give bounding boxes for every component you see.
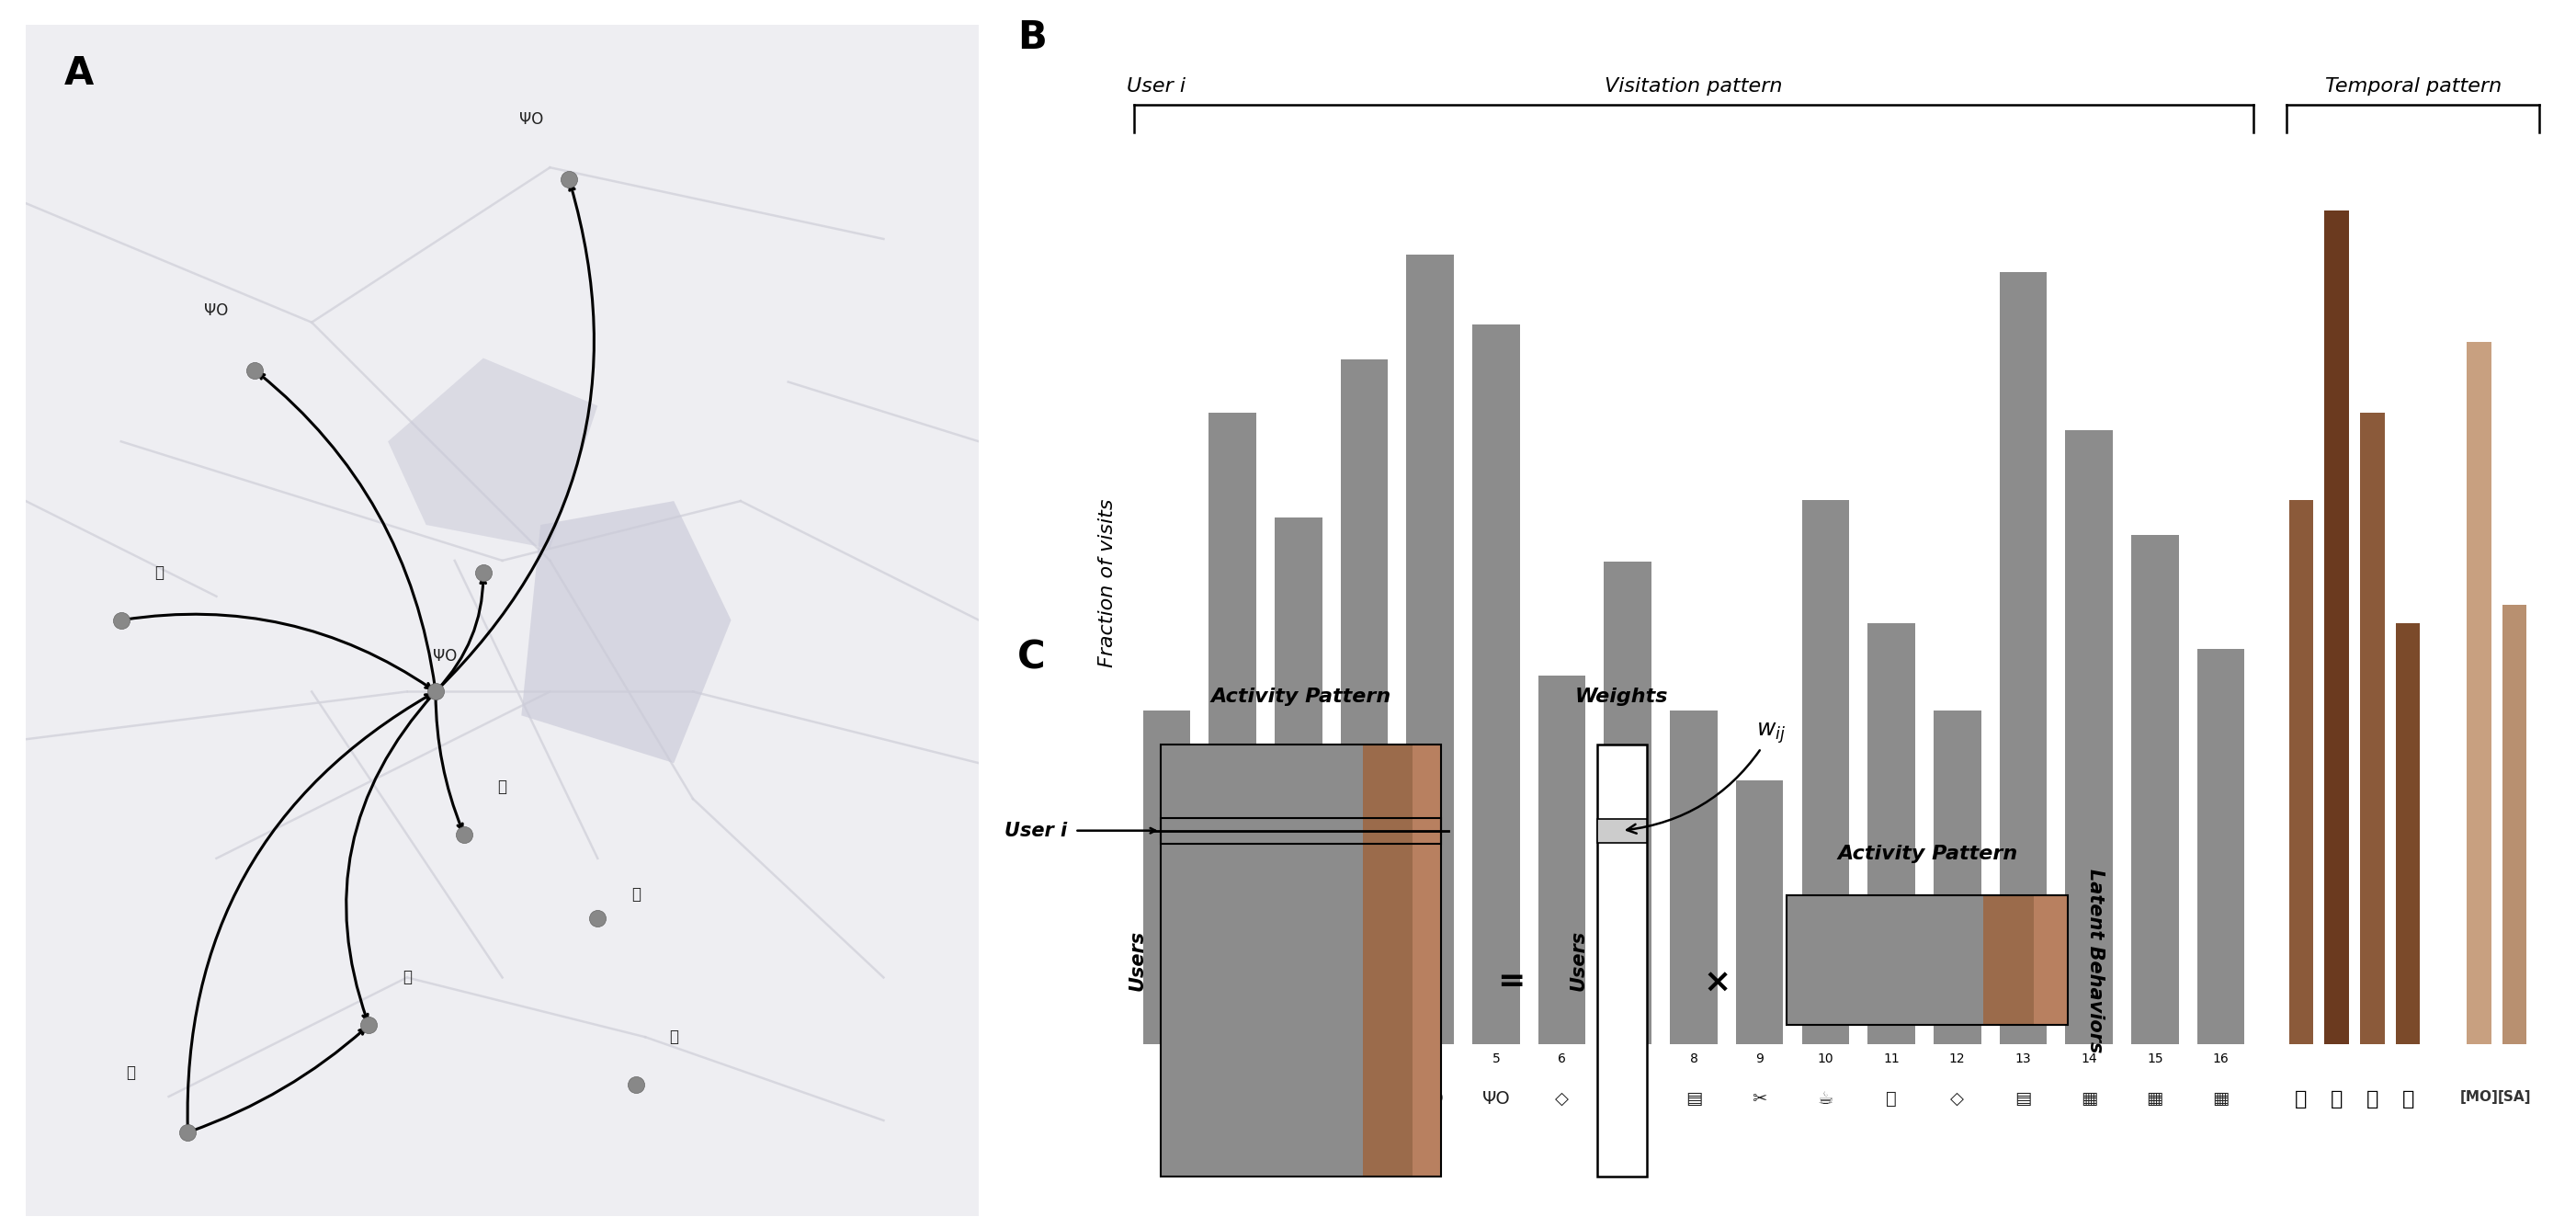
Text: ▦: ▦ xyxy=(1224,1090,1242,1108)
Y-axis label: Fraction of visits: Fraction of visits xyxy=(1097,499,1118,668)
Text: A: A xyxy=(64,54,93,93)
Text: ΨΟ: ΨΟ xyxy=(518,112,544,128)
Bar xyxy=(1597,744,1646,1176)
Text: ▤: ▤ xyxy=(2014,1090,2032,1108)
Text: [MO]: [MO] xyxy=(2460,1090,2499,1104)
Text: $w_{ij}$: $w_{ij}$ xyxy=(1628,721,1785,834)
Text: ◇: ◇ xyxy=(1556,1090,1569,1108)
Bar xyxy=(1999,271,2048,1044)
Text: ☕: ☕ xyxy=(1819,1090,1834,1108)
Bar xyxy=(1935,711,1981,1044)
Bar xyxy=(2130,535,2179,1044)
Bar xyxy=(2501,605,2527,1044)
Text: 🕐: 🕐 xyxy=(2331,1090,2342,1108)
Text: [SA]: [SA] xyxy=(2499,1090,2532,1104)
Bar xyxy=(1736,781,1783,1044)
Bar xyxy=(1868,623,1914,1044)
Bar xyxy=(1597,819,1646,842)
Bar xyxy=(1363,744,1414,1176)
Bar xyxy=(2360,413,2385,1044)
Text: ⊞: ⊞ xyxy=(1358,1090,1373,1108)
Bar xyxy=(1801,500,1850,1044)
Text: User i: User i xyxy=(1128,77,1185,95)
Bar xyxy=(2290,500,2313,1044)
Text: 🕐: 🕐 xyxy=(2367,1090,2378,1108)
Text: Weights: Weights xyxy=(1574,688,1669,706)
Text: ×: × xyxy=(1703,966,1731,997)
Text: ▤: ▤ xyxy=(1685,1090,1703,1108)
Text: B: B xyxy=(1018,18,1046,56)
Bar xyxy=(2066,430,2112,1044)
Bar xyxy=(2468,343,2491,1044)
Bar xyxy=(1144,711,1190,1044)
Bar xyxy=(1159,744,1440,1176)
Text: ✈: ✈ xyxy=(1159,1090,1175,1108)
Text: Users: Users xyxy=(1569,930,1587,991)
Text: ▦: ▦ xyxy=(2213,1090,2228,1108)
Text: 🛒: 🛒 xyxy=(155,564,165,581)
Text: ΨO: ΨO xyxy=(1481,1090,1510,1108)
Text: Visitation pattern: Visitation pattern xyxy=(1605,77,1783,95)
Bar xyxy=(1788,895,2069,1025)
Polygon shape xyxy=(520,501,732,763)
Text: Ψo: Ψo xyxy=(1615,1090,1641,1108)
Text: Latent Behaviors: Latent Behaviors xyxy=(2087,868,2105,1052)
Text: Activity Pattern: Activity Pattern xyxy=(1211,688,1391,706)
Text: ⛪: ⛪ xyxy=(670,1029,677,1045)
Bar xyxy=(2324,210,2349,1044)
Text: ▦: ▦ xyxy=(2146,1090,2164,1108)
Text: 🕐: 🕐 xyxy=(2401,1090,2414,1108)
Text: 🚉: 🚉 xyxy=(497,779,507,796)
Bar xyxy=(1159,818,1440,844)
Text: 🎓: 🎓 xyxy=(126,1065,134,1081)
Text: =: = xyxy=(1497,966,1525,997)
Text: ⛪: ⛪ xyxy=(1886,1090,1896,1108)
Text: ▦: ▦ xyxy=(2081,1090,2097,1108)
Bar xyxy=(1275,517,1321,1044)
Bar xyxy=(1984,895,2035,1025)
Bar xyxy=(1208,413,1257,1044)
Text: 🛒: 🛒 xyxy=(1293,1090,1303,1108)
Bar xyxy=(1788,895,1984,1025)
Bar xyxy=(1414,744,1440,1176)
Bar xyxy=(1473,324,1520,1044)
Text: Users: Users xyxy=(1128,930,1146,991)
Bar xyxy=(2396,623,2419,1044)
Bar xyxy=(2035,895,2069,1025)
Text: 🏢: 🏢 xyxy=(631,885,641,903)
Text: ΨΟ: ΨΟ xyxy=(433,647,456,664)
Bar xyxy=(1605,561,1651,1044)
Text: ⛪: ⛪ xyxy=(402,969,412,986)
Text: ✂: ✂ xyxy=(1752,1090,1767,1108)
Bar xyxy=(1669,711,1718,1044)
Text: C: C xyxy=(1018,639,1046,677)
Bar xyxy=(1340,360,1388,1044)
Bar xyxy=(2197,650,2244,1044)
Text: Activity Pattern: Activity Pattern xyxy=(1837,845,2017,863)
Bar xyxy=(1538,675,1587,1044)
Text: 🕐: 🕐 xyxy=(2295,1090,2308,1108)
Text: ◇: ◇ xyxy=(1950,1090,1963,1108)
Bar xyxy=(1406,254,1453,1044)
Text: User i: User i xyxy=(1005,822,1066,840)
Text: ΨΟ: ΨΟ xyxy=(204,302,229,319)
Text: ΨO: ΨO xyxy=(1417,1090,1445,1108)
Bar xyxy=(1159,744,1363,1176)
Polygon shape xyxy=(389,359,598,549)
Text: Temporal pattern: Temporal pattern xyxy=(2326,77,2501,95)
